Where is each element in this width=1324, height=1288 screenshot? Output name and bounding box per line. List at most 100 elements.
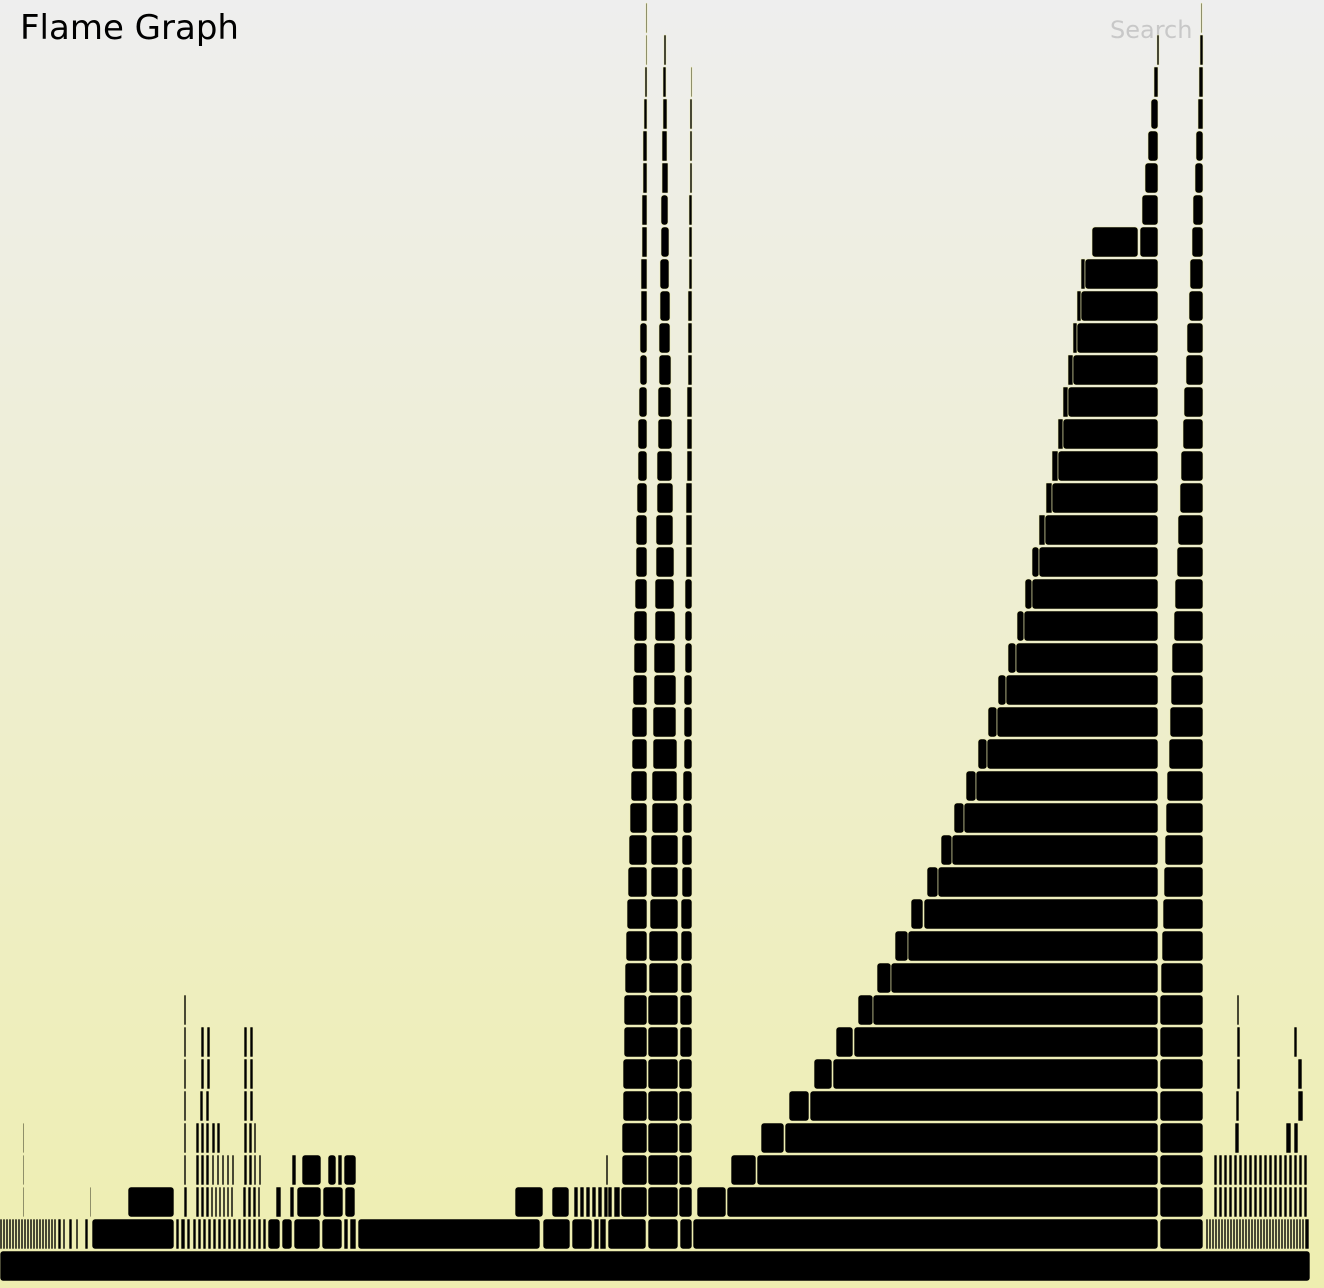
flame-frame[interactable] [1186,322,1204,354]
flame-frame[interactable] [661,162,669,194]
flame-frame[interactable] [267,1218,281,1250]
flame-frame[interactable] [1168,738,1204,770]
flame-frame[interactable] [237,1218,242,1250]
flame-frame[interactable] [1038,514,1046,546]
flame-frame[interactable] [1208,1218,1212,1250]
flame-frame[interactable] [1226,1218,1230,1250]
flame-frame[interactable] [1292,1218,1296,1250]
flame-frame[interactable] [591,1186,597,1218]
flame-frame[interactable] [216,1154,220,1186]
flame-frame[interactable] [1171,642,1204,674]
flame-frame[interactable] [1159,1122,1204,1154]
flame-frame[interactable] [32,1218,36,1250]
flame-frame[interactable] [262,1218,267,1250]
flame-frame[interactable] [688,258,693,290]
flame-frame[interactable] [659,290,671,322]
flame-frame[interactable] [649,898,679,930]
flame-frame[interactable] [660,226,670,258]
flame-frame[interactable] [57,1218,62,1250]
flame-frame[interactable] [248,1122,253,1154]
flame-frame[interactable] [1177,514,1204,546]
flame-frame[interactable] [205,1090,210,1122]
flame-frame[interactable] [1183,386,1204,418]
flame-frame[interactable] [183,1090,187,1122]
flame-frame[interactable] [647,1186,679,1218]
flame-frame[interactable] [50,1218,54,1250]
flame-frame[interactable] [1218,1186,1223,1218]
flame-frame[interactable] [653,674,677,706]
flame-frame[interactable] [243,1154,248,1186]
flame-frame[interactable] [200,1186,205,1218]
flame-frame[interactable] [1170,674,1204,706]
flame-frame[interactable] [75,1218,79,1250]
flame-frame[interactable] [1283,1154,1288,1186]
flame-frame[interactable] [690,66,693,98]
flame-frame[interactable] [1159,1218,1204,1250]
flame-frame[interactable] [835,1026,854,1058]
flame-frame[interactable] [1298,1218,1302,1250]
flame-frame[interactable] [1223,1186,1228,1218]
flame-frame[interactable] [211,1122,216,1154]
flame-frame[interactable] [1165,802,1204,834]
flame-frame[interactable] [1263,1186,1268,1218]
flame-frame[interactable] [937,866,1159,898]
flame-frame[interactable] [1213,1186,1218,1218]
flame-frame[interactable] [613,1186,621,1218]
flame-frame[interactable] [996,706,1159,738]
flame-frame[interactable] [1192,194,1204,226]
flame-frame[interactable] [662,98,668,130]
flame-frame[interactable] [683,738,693,770]
flame-frame[interactable] [1044,514,1159,546]
flame-frame[interactable] [1072,354,1159,386]
flame-frame[interactable] [195,1122,200,1154]
flame-frame[interactable] [1217,1218,1221,1250]
flame-frame[interactable] [1304,1218,1310,1250]
flame-frame[interactable] [1163,866,1204,898]
flame-frame[interactable] [680,898,693,930]
flame-frame[interactable] [633,642,648,674]
flame-frame[interactable] [1062,418,1159,450]
flame-frame[interactable] [1199,34,1204,66]
flame-frame[interactable] [1233,1186,1238,1218]
flame-frame[interactable] [14,1218,18,1250]
flame-frame[interactable] [1241,1218,1245,1250]
flame-frame[interactable] [1205,1218,1209,1250]
flame-frame[interactable] [607,1218,647,1250]
flame-frame[interactable] [656,482,674,514]
flame-frame[interactable] [657,386,672,418]
flame-frame[interactable] [1286,1218,1290,1250]
flame-frame[interactable] [1247,1218,1251,1250]
flame-frame[interactable] [11,1218,15,1250]
flame-frame[interactable] [1200,2,1203,34]
flame-frame[interactable] [1161,930,1204,962]
flame-frame[interactable] [1067,386,1159,418]
flame-frame[interactable] [621,1154,648,1186]
flame-frame[interactable] [657,418,673,450]
flame-frame[interactable] [243,1122,248,1154]
flame-frame[interactable] [640,290,648,322]
flame-frame[interactable] [227,1218,232,1250]
flame-frame[interactable] [688,226,693,258]
flame-frame[interactable] [1159,1026,1204,1058]
flame-frame[interactable] [1271,1218,1275,1250]
flame-frame[interactable] [1232,1218,1236,1250]
flame-frame[interactable] [907,930,1159,962]
flame-frame[interactable] [597,1186,603,1218]
flame-frame[interactable] [684,578,693,610]
flame-frame[interactable] [1229,1218,1233,1250]
flame-frame[interactable] [631,738,648,770]
flame-frame[interactable] [1150,98,1159,130]
flame-frame[interactable] [1293,1186,1298,1218]
flame-frame[interactable] [678,1122,693,1154]
flame-frame[interactable] [1243,1154,1248,1186]
flame-frame[interactable] [344,1186,356,1218]
flame-frame[interactable] [38,1218,42,1250]
flame-frame[interactable] [756,1154,1159,1186]
flame-frame[interactable] [647,1122,679,1154]
flame-frame[interactable] [689,130,693,162]
search-button[interactable]: Search [1110,16,1193,44]
flame-frame[interactable] [647,1218,679,1250]
flame-frame[interactable] [1259,1218,1263,1250]
flame-frame[interactable] [923,898,1159,930]
flame-frame[interactable] [1298,1186,1303,1218]
